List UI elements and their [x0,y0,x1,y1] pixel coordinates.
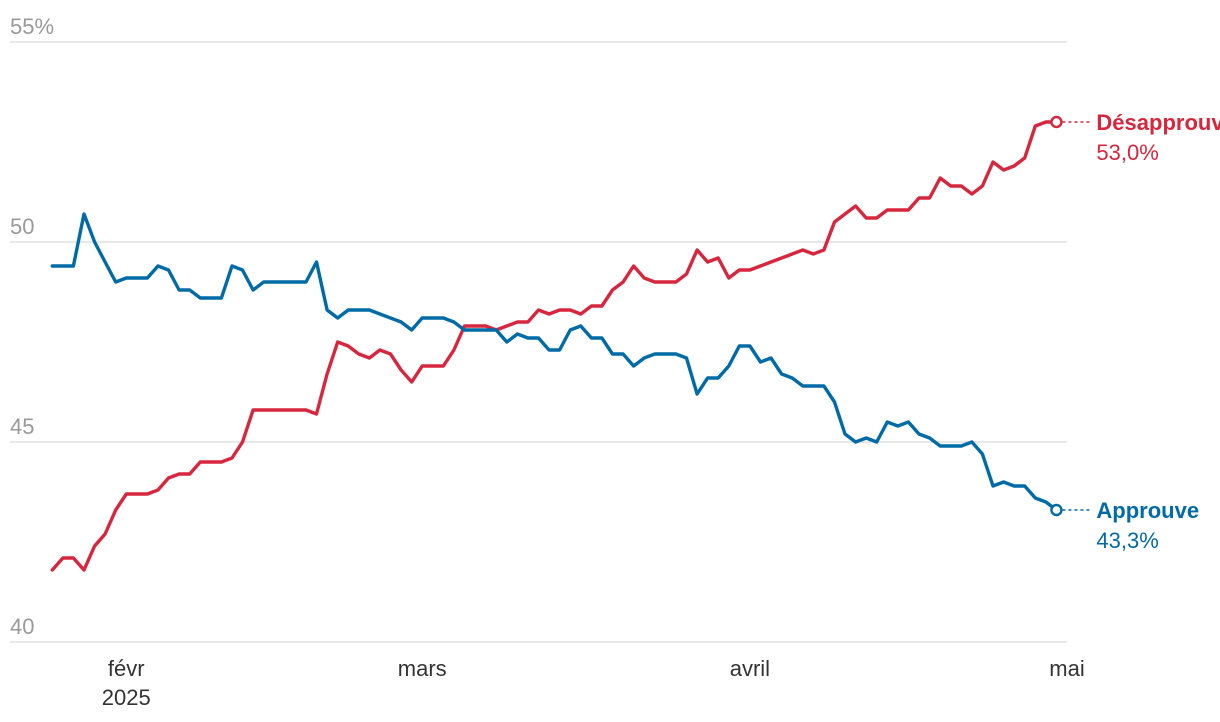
x-tick-sublabel-2025: 2025 [102,685,151,710]
y-tick-label-55: 55% [10,14,54,39]
y-axis-tick-labels: 55% 50 45 40 [10,14,54,639]
end-marker-approuve [1050,503,1063,517]
x-tick-label-avril: avril [730,656,770,681]
end-marker-desapprouve [1050,115,1063,129]
series-value-label-approuve: 43,3% [1096,528,1158,553]
series-end-labels: Désapprouve 53,0% Approuve 43,3% [1050,110,1220,553]
series-lines [50,120,1059,572]
series-name-label-approuve: Approuve [1096,498,1199,523]
x-tick-label-mai: mai [1049,656,1084,681]
x-tick-label-mars: mars [398,656,447,681]
series-value-label-desapprouve: 53,0% [1096,140,1158,165]
series-line-approuve [50,212,1059,512]
series-line-desapprouve [50,120,1059,572]
y-tick-label-45: 45 [10,414,34,439]
gridlines [10,41,1067,643]
x-axis-tick-labels: févr 2025 mars avril mai [102,656,1085,710]
y-tick-label-50: 50 [10,214,34,239]
series-name-label-desapprouve: Désapprouve [1096,110,1220,135]
x-tick-label-févr: févr [108,656,145,681]
y-tick-label-40: 40 [10,614,34,639]
